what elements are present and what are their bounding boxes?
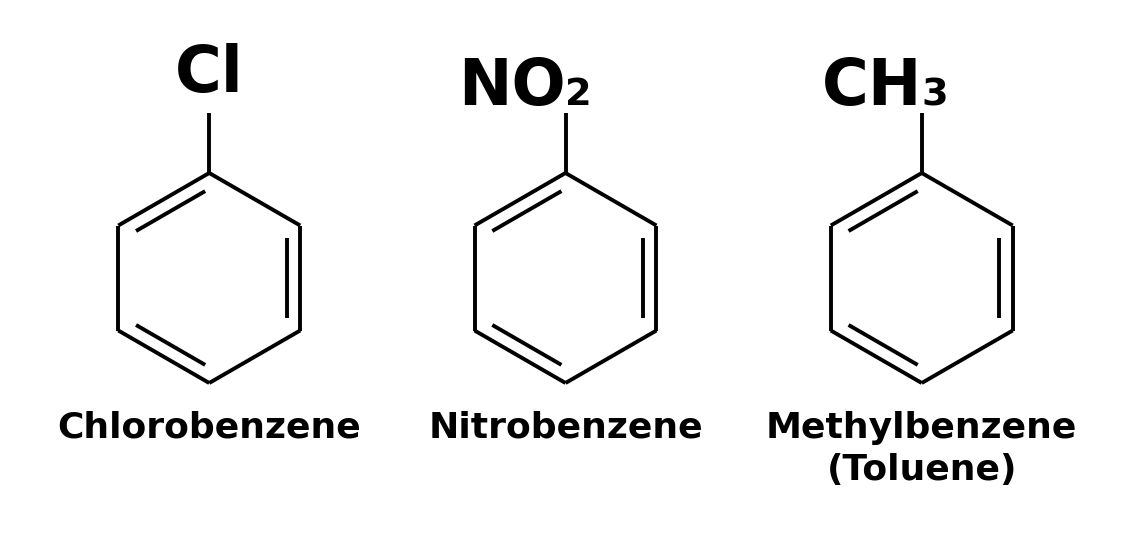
Text: Methylbenzene: Methylbenzene	[766, 411, 1078, 445]
Text: NO: NO	[458, 56, 566, 118]
Text: Nitrobenzene: Nitrobenzene	[429, 411, 702, 445]
Text: Chlorobenzene: Chlorobenzene	[58, 411, 361, 445]
Text: 3: 3	[922, 77, 949, 113]
Text: (Toluene): (Toluene)	[827, 453, 1017, 486]
Text: 2: 2	[566, 77, 593, 113]
Text: Cl: Cl	[175, 43, 243, 105]
Text: CH: CH	[821, 56, 922, 118]
